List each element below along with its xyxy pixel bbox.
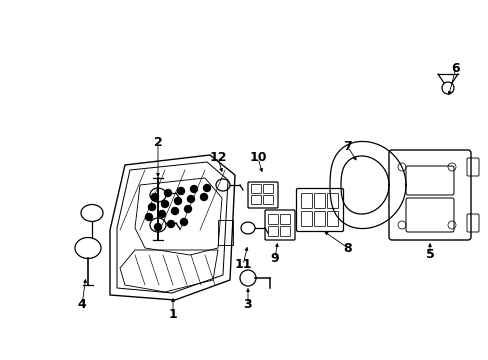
Circle shape	[164, 189, 171, 197]
Text: 3: 3	[243, 298, 252, 311]
Text: 6: 6	[451, 62, 459, 75]
Text: 10: 10	[249, 152, 266, 165]
Text: 12: 12	[209, 152, 226, 165]
Circle shape	[151, 193, 158, 201]
Text: 1: 1	[168, 309, 177, 321]
Circle shape	[203, 184, 210, 192]
Circle shape	[187, 195, 194, 202]
Text: 2: 2	[153, 136, 162, 149]
Circle shape	[148, 203, 155, 211]
Text: 9: 9	[270, 252, 279, 265]
Circle shape	[154, 224, 161, 230]
Circle shape	[167, 220, 174, 228]
Circle shape	[161, 201, 168, 207]
Circle shape	[145, 213, 152, 220]
Text: 7: 7	[343, 140, 352, 153]
Circle shape	[174, 198, 181, 204]
Circle shape	[171, 207, 178, 215]
Circle shape	[190, 185, 197, 193]
Circle shape	[200, 193, 207, 201]
Circle shape	[180, 219, 187, 225]
Text: 11: 11	[234, 258, 251, 271]
Circle shape	[177, 188, 184, 194]
Circle shape	[184, 206, 191, 212]
Circle shape	[158, 211, 165, 217]
Text: 5: 5	[425, 248, 433, 261]
Text: 4: 4	[78, 298, 86, 311]
Text: 8: 8	[343, 242, 351, 255]
